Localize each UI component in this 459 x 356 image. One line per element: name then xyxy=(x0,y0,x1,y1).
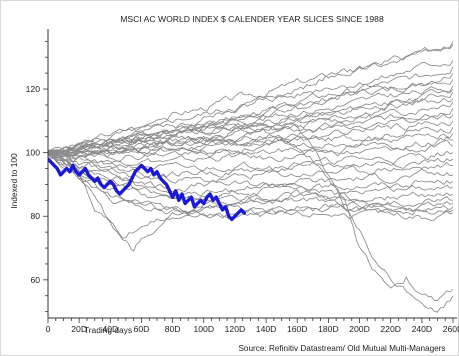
x-tick-label: 240D xyxy=(412,324,433,334)
background-series-line xyxy=(48,122,453,313)
plot-series-group xyxy=(48,41,453,313)
background-series-line xyxy=(48,149,453,184)
background-series-line xyxy=(48,150,453,192)
background-series-line xyxy=(48,136,453,163)
x-tick-label: 220D xyxy=(380,324,401,334)
background-series-line xyxy=(48,79,453,154)
x-tick-label: 40D xyxy=(102,324,118,334)
y-tick-label: 100 xyxy=(26,148,41,158)
y-tick-label: 80 xyxy=(30,211,40,221)
y-axis-label: Indexed to 100 xyxy=(9,153,19,209)
background-series-line xyxy=(48,150,453,220)
x-tick-label: 260D xyxy=(443,324,459,334)
x-tick-label: 80D xyxy=(165,324,181,334)
axes-group: 60 80 100 120 0 20D 40D 60D 80D 100D 120D 140D 160D 1… xyxy=(26,29,459,334)
source-note: Source: Refinitiv Datastream/ Old Mutual… xyxy=(238,344,445,353)
highlight-series-line xyxy=(48,157,246,222)
x-tick-label: 180D xyxy=(318,324,339,334)
x-tick-label: 100D xyxy=(193,324,214,334)
background-series-line xyxy=(48,152,453,252)
x-tick-label: 160D xyxy=(287,324,308,334)
x-tick-label: 140D xyxy=(256,324,277,334)
background-series-line xyxy=(48,41,453,155)
x-axis-label: Trading days xyxy=(84,325,132,335)
background-series-line xyxy=(48,120,453,157)
background-series-line xyxy=(48,85,453,155)
background-series-line xyxy=(48,149,453,219)
background-series-line xyxy=(48,60,453,151)
background-series-line xyxy=(48,139,453,166)
background-series-line xyxy=(48,136,453,302)
chart-title: MSCI AC WORLD INDEX $ CALENDER YEAR SLIC… xyxy=(120,14,384,24)
background-series-line xyxy=(48,154,453,179)
background-series-line xyxy=(48,151,453,239)
y-tick-label: 120 xyxy=(26,84,41,94)
background-series-line xyxy=(48,151,453,197)
background-series-line xyxy=(48,152,453,202)
x-tick-label: 200D xyxy=(349,324,370,334)
x-tick-label: 120D xyxy=(225,324,246,334)
x-tick-label: 60D xyxy=(134,324,150,334)
background-series-line xyxy=(48,133,453,157)
x-tick-label: 0 xyxy=(46,324,51,334)
y-tick-label: 60 xyxy=(30,275,40,285)
x-tick-label: 20D xyxy=(71,324,87,334)
background-series-line xyxy=(48,150,453,173)
